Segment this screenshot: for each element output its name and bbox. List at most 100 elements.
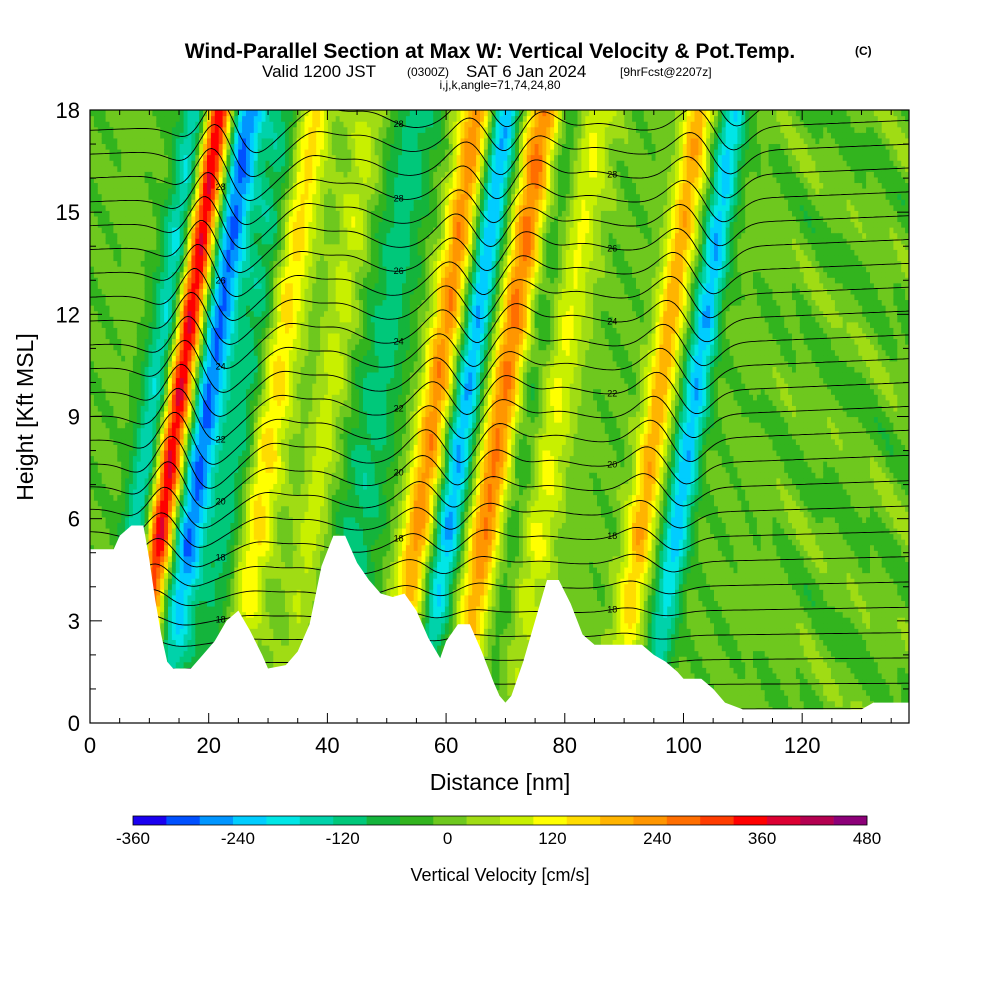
velocity-cell (246, 606, 251, 612)
velocity-cell (168, 116, 173, 122)
velocity-cell (113, 456, 118, 462)
velocity-cell (98, 383, 103, 389)
velocity-cell (246, 333, 251, 339)
velocity-cell (125, 500, 130, 506)
velocity-cell (223, 428, 228, 434)
velocity-cell (246, 132, 251, 138)
velocity-cell (145, 216, 150, 222)
forecast-info: [9hrFcst@2207z] (620, 65, 712, 79)
velocity-cell (180, 628, 185, 634)
velocity-cell (90, 216, 95, 222)
velocity-cell (238, 238, 243, 244)
velocity-cell (203, 495, 208, 501)
velocity-cell (176, 567, 181, 573)
velocity-cell (184, 143, 189, 149)
velocity-cell (203, 166, 208, 172)
velocity-cell (164, 550, 169, 556)
velocity-cell (149, 422, 154, 428)
velocity-cell (219, 584, 224, 590)
velocity-cell (117, 255, 122, 261)
velocity-cell (149, 233, 154, 239)
velocity-cell (172, 467, 177, 473)
velocity-cell (133, 116, 138, 122)
velocity-cell (133, 350, 138, 356)
velocity-cell (223, 116, 228, 122)
velocity-cell (102, 500, 107, 506)
velocity-cell (102, 160, 107, 166)
velocity-cell (172, 472, 177, 478)
velocity-cell (258, 522, 263, 528)
velocity-cell (234, 511, 239, 517)
velocity-cell (203, 177, 208, 183)
velocity-cell (184, 522, 189, 528)
velocity-cell (246, 188, 251, 194)
velocity-cell (113, 311, 118, 317)
velocity-cell (160, 121, 165, 127)
velocity-cell (203, 143, 208, 149)
velocity-cell (117, 116, 122, 122)
velocity-cell (238, 249, 243, 255)
velocity-cell (230, 400, 235, 406)
velocity-cell (234, 595, 239, 601)
velocity-cell (125, 216, 130, 222)
velocity-cell (172, 483, 177, 489)
velocity-cell (188, 567, 193, 573)
velocity-cell (149, 372, 154, 378)
velocity-cell (106, 355, 111, 361)
velocity-cell (90, 316, 95, 322)
velocity-cell (215, 132, 220, 138)
velocity-cell (152, 255, 157, 261)
velocity-cell (262, 545, 267, 551)
velocity-cell (191, 511, 196, 517)
velocity-cell (246, 216, 251, 222)
velocity-cell (164, 506, 169, 512)
velocity-cell (121, 350, 126, 356)
velocity-cell (223, 400, 228, 406)
velocity-cell (195, 634, 200, 640)
velocity-cell (117, 444, 122, 450)
velocity-cell (149, 389, 154, 395)
velocity-cell (160, 556, 165, 562)
velocity-cell (215, 528, 220, 534)
velocity-cell (246, 444, 251, 450)
velocity-cell (168, 600, 173, 606)
velocity-cell (180, 589, 185, 595)
velocity-cell (168, 556, 173, 562)
velocity-cell (195, 299, 200, 305)
velocity-cell (160, 428, 165, 434)
velocity-cell (238, 472, 243, 478)
velocity-cell (172, 628, 177, 634)
velocity-cell (156, 472, 161, 478)
velocity-cell (223, 205, 228, 211)
velocity-cell (137, 428, 142, 434)
velocity-cell (149, 383, 154, 389)
velocity-cell (191, 233, 196, 239)
velocity-cell (121, 333, 126, 339)
velocity-cell (195, 534, 200, 540)
velocity-cell (90, 361, 95, 367)
velocity-cell (168, 210, 173, 216)
velocity-cell (152, 422, 157, 428)
velocity-cell (129, 422, 134, 428)
velocity-cell (113, 249, 118, 255)
velocity-cell (207, 166, 212, 172)
velocity-cell (195, 595, 200, 601)
velocity-cell (258, 160, 263, 166)
velocity-cell (262, 550, 267, 556)
velocity-cell (207, 266, 212, 272)
velocity-cell (113, 299, 118, 305)
velocity-cell (215, 545, 220, 551)
velocity-cell (117, 166, 122, 172)
velocity-cell (90, 138, 95, 144)
velocity-cell (262, 612, 267, 618)
velocity-cell (129, 260, 134, 266)
velocity-cell (262, 366, 267, 372)
velocity-cell (106, 450, 111, 456)
velocity-cell (203, 188, 208, 194)
velocity-cell (133, 138, 138, 144)
velocity-cell (258, 483, 263, 489)
velocity-cell (106, 377, 111, 383)
velocity-cell (113, 255, 118, 261)
velocity-cell (191, 205, 196, 211)
velocity-cell (254, 294, 258, 300)
